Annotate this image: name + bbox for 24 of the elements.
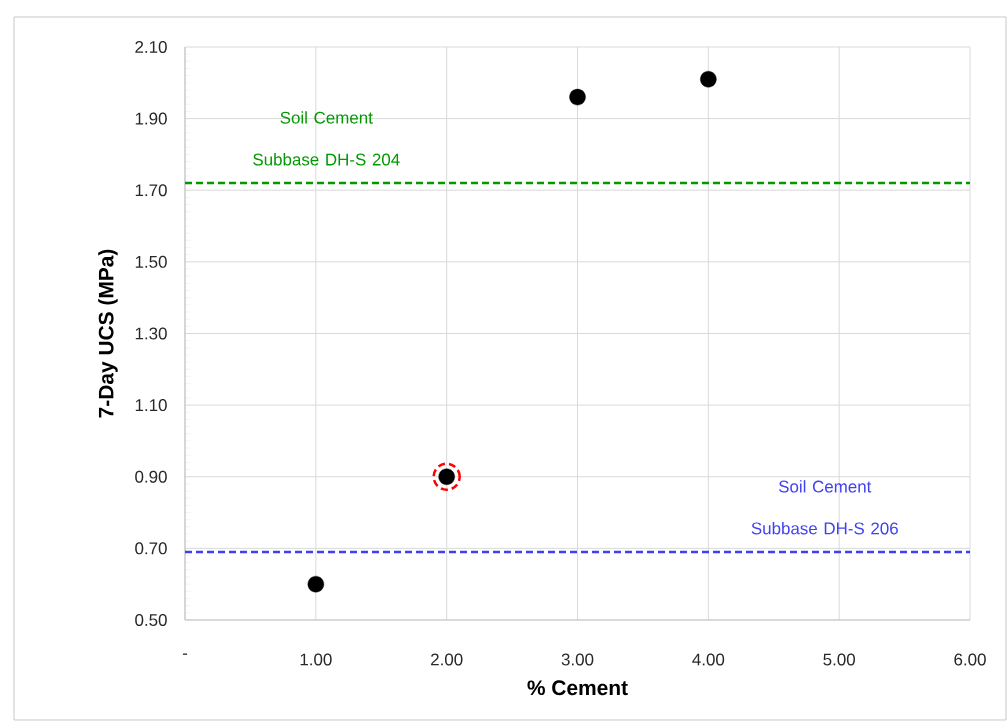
x-tick-label: 1.00 — [300, 653, 332, 666]
x-tick-label: 6.00 — [954, 653, 986, 666]
y-tick-label: 0.70 — [135, 542, 167, 555]
text: Soil Cement Subbase DH-S 204 — [253, 111, 400, 166]
x-tick-label: 3.00 — [561, 653, 594, 666]
y-tick-label: 1.70 — [135, 184, 167, 197]
y-tick-label: 1.50 — [135, 255, 167, 268]
y-tick-label: 1.90 — [135, 112, 167, 125]
point — [307, 575, 325, 593]
y-tick-label: 1.10 — [135, 399, 167, 412]
point — [432, 462, 461, 491]
x-tick-label: 2.00 — [431, 653, 463, 666]
y-tick-label: 2.10 — [135, 40, 167, 53]
y-axis-title: 7-Day UCS (MPa) — [98, 249, 118, 418]
x-axis-title: % Cement — [527, 680, 628, 696]
y-tick-label: 0.90 — [135, 470, 167, 483]
point — [569, 88, 586, 106]
x-tick-label: 5.00 — [823, 653, 855, 666]
point — [700, 71, 717, 88]
x-tick-label: 4.00 — [692, 653, 725, 666]
x-tick-label: - — [182, 653, 188, 655]
text: Soil Cement Subbase DH-S 206 — [751, 480, 898, 535]
y-tick-label: 1.30 — [135, 327, 167, 340]
y-tick-label: 0.50 — [135, 613, 167, 626]
